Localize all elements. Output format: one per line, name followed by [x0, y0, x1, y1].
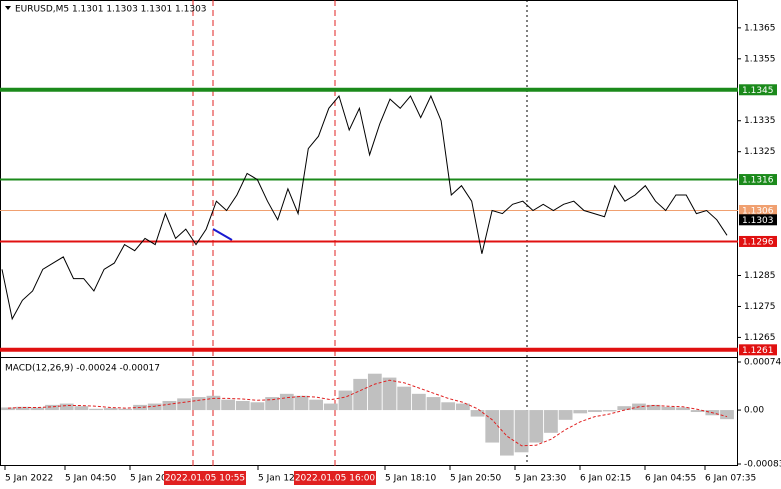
x-tick-label: 5 Jan 18:10	[385, 474, 437, 484]
macd-bar	[89, 408, 103, 411]
price-line	[1, 94, 728, 321]
macd-bar	[30, 407, 45, 411]
y-tick-label: 0.00	[744, 406, 764, 416]
x-tick-label: 6 Jan 02:15	[580, 474, 631, 484]
macd-bar	[1, 407, 15, 411]
trend-line	[212, 228, 233, 241]
macd-bar	[353, 378, 368, 411]
macd-bar	[177, 398, 191, 411]
x-tick-label: 6 Jan 07:35	[705, 474, 756, 484]
macd-bar	[74, 406, 89, 411]
macd-bar	[544, 410, 558, 433]
macd-bar	[221, 399, 235, 411]
marker-label: 2022.01.05 16:00	[295, 474, 376, 484]
macd-bar	[382, 377, 397, 411]
macd-bar	[676, 407, 690, 411]
macd-bar	[558, 410, 573, 420]
x-tick-label: 5 Jan 04:50	[65, 474, 117, 484]
macd-bar	[338, 390, 353, 411]
x-tick-label: 6 Jan 04:55	[645, 474, 696, 484]
macd-bar	[500, 410, 514, 456]
macd-bar	[646, 404, 661, 411]
macd-bar	[411, 393, 426, 411]
y-tick-label: 1.1355	[744, 54, 776, 64]
macd-bar	[206, 395, 221, 411]
menu-triangle	[5, 6, 11, 10]
x-tick-label: 5 Jan 23:30	[515, 474, 567, 484]
macd-bar	[250, 402, 265, 411]
macd-bar	[191, 397, 206, 411]
macd-bar	[573, 410, 588, 414]
macd-bar	[235, 400, 250, 411]
macd-bar	[45, 404, 59, 411]
level-label-box	[739, 344, 777, 356]
level-label: 1.1306	[742, 207, 774, 217]
x-tick-label: 5 Jan 20:50	[450, 474, 502, 484]
y-tick-label: 1.1335	[744, 116, 776, 126]
macd-bar	[59, 403, 74, 411]
level-label-box	[739, 84, 777, 96]
macd-bar	[15, 406, 30, 411]
macd-bar	[455, 403, 470, 411]
x-tick-label: 5 Jan 202	[130, 474, 173, 484]
macd-bar	[147, 403, 162, 411]
level-label-box	[739, 205, 777, 217]
y-tick-label: 1.1265	[744, 333, 776, 343]
macd-bar	[690, 410, 705, 413]
x-tick-label: 5 Jan 2022	[5, 474, 53, 484]
level-label-box	[739, 214, 777, 226]
macd-bar	[470, 410, 485, 417]
macd-bar	[661, 406, 676, 411]
macd-bar	[441, 402, 456, 411]
marker-label: 2022.01.05 10:55	[165, 474, 245, 484]
y-tick-label: 1.1285	[744, 271, 776, 281]
macd-bar	[279, 393, 294, 411]
macd-bar	[118, 408, 133, 411]
chart-title: EURUSD,M5 1.1301 1.1303 1.1301 1.1303	[15, 5, 207, 15]
frame	[0, 0, 738, 466]
x-tick-label: 5 Jan 12	[258, 474, 295, 484]
y-tick-label: 1.1275	[744, 302, 776, 312]
macd-bar	[485, 410, 500, 443]
macd-bar	[514, 410, 529, 453]
level-label: 1.1261	[742, 346, 774, 356]
level-label: 1.1296	[742, 237, 774, 247]
y-tick-label: -0.00083	[744, 460, 781, 470]
macd-bar	[617, 406, 632, 411]
macd-bar	[294, 395, 309, 411]
macd-bar	[602, 410, 617, 412]
macd-bar	[529, 410, 544, 443]
level-label: 1.1316	[742, 176, 774, 186]
macd-bar	[588, 410, 602, 413]
macd-bar	[265, 397, 280, 411]
macd-title: MACD(12,26,9) -0.00024 -0.00017	[5, 364, 160, 374]
marker-label-box	[164, 471, 246, 485]
level-label: 1.1303	[742, 216, 774, 226]
macd-bar	[426, 397, 441, 411]
macd-bar	[309, 399, 324, 411]
macd-bar	[103, 408, 118, 411]
macd-bar	[397, 386, 412, 411]
macd-bar	[323, 403, 338, 411]
level-label-box	[739, 235, 777, 247]
y-tick-label: 1.1325	[744, 147, 776, 157]
signal-line	[7, 379, 728, 447]
y-tick-label: 1.1365	[744, 23, 776, 33]
y-tick-label: 0.00074	[744, 358, 781, 368]
level-label-box	[739, 174, 777, 186]
macd-bar	[720, 410, 734, 420]
macd-bar	[367, 373, 382, 411]
macd-bar	[162, 400, 177, 411]
marker-label-box	[294, 471, 376, 485]
level-label: 1.1345	[742, 86, 774, 96]
